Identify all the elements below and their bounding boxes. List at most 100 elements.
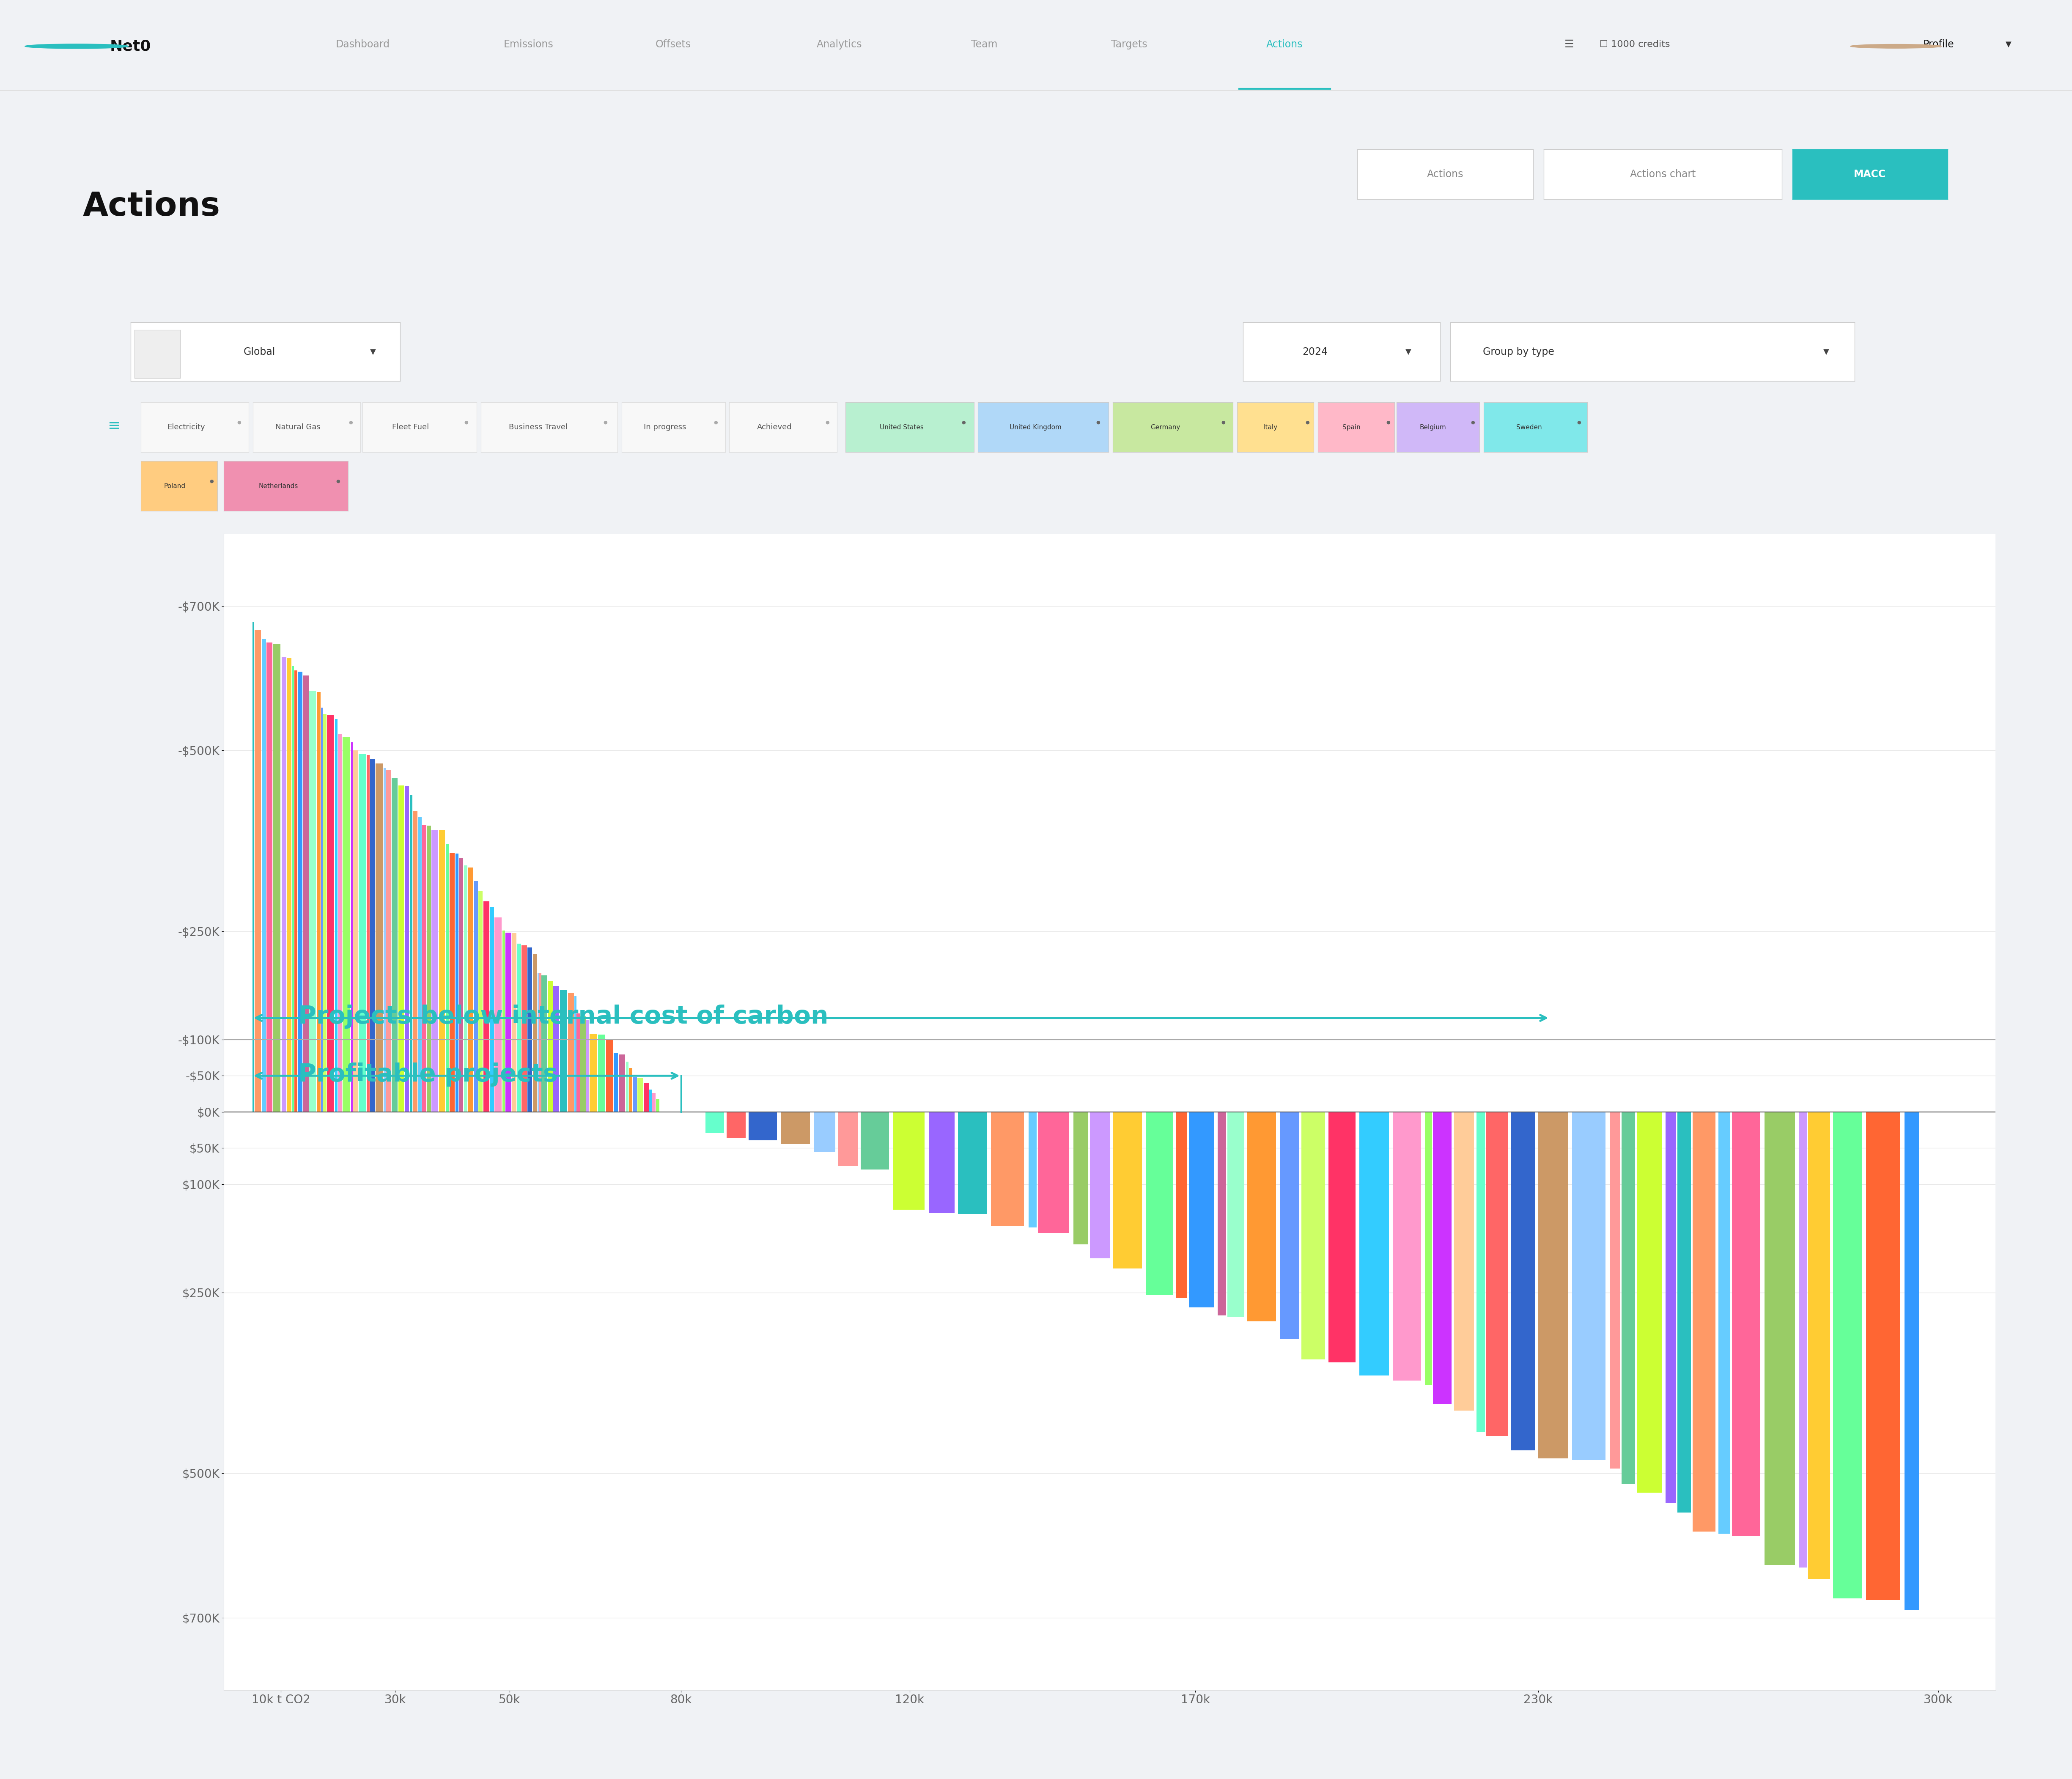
Bar <box>549 980 553 1112</box>
Bar <box>385 770 392 1112</box>
Bar <box>1678 1112 1691 1512</box>
Text: 2024: 2024 <box>1301 347 1328 358</box>
Bar <box>371 760 375 1112</box>
Bar <box>839 1112 858 1167</box>
Text: Team: Team <box>972 39 997 50</box>
Text: Targets: Targets <box>1111 39 1148 50</box>
Bar <box>1177 1112 1187 1299</box>
Bar <box>512 932 516 1112</box>
Bar <box>317 692 321 1112</box>
Bar <box>533 954 537 1112</box>
Bar <box>626 1062 628 1112</box>
Bar <box>274 644 280 1112</box>
Bar <box>1904 1112 1919 1610</box>
Bar <box>599 1035 605 1112</box>
Bar <box>294 671 298 1112</box>
Bar <box>495 918 501 1112</box>
Text: ●: ● <box>348 420 352 425</box>
Bar <box>261 639 265 1112</box>
Bar <box>1732 1112 1761 1535</box>
Bar <box>553 986 559 1112</box>
Bar <box>445 845 450 1112</box>
Bar <box>704 1112 723 1133</box>
Text: Fleet Fuel: Fleet Fuel <box>392 423 429 431</box>
Bar <box>410 795 412 1112</box>
Circle shape <box>25 44 128 48</box>
Bar <box>1434 1112 1452 1404</box>
Bar <box>1537 1112 1569 1459</box>
Text: ●: ● <box>715 420 717 425</box>
Bar <box>1113 1112 1142 1268</box>
Bar <box>1486 1112 1508 1436</box>
Bar <box>568 993 574 1112</box>
Text: ▼: ▼ <box>371 349 375 356</box>
Bar <box>468 868 472 1112</box>
Text: ≡: ≡ <box>108 418 120 432</box>
Bar <box>1455 1112 1473 1411</box>
Bar <box>1622 1112 1635 1484</box>
Text: ●: ● <box>464 420 468 425</box>
Bar <box>427 825 431 1112</box>
Bar <box>1073 1112 1088 1244</box>
Bar <box>1693 1112 1716 1532</box>
Text: Global: Global <box>244 347 276 358</box>
Text: ●: ● <box>236 420 240 425</box>
Text: Germany: Germany <box>1150 423 1181 431</box>
Bar <box>1227 1112 1245 1316</box>
Text: Analytics: Analytics <box>816 39 862 50</box>
Bar <box>1798 1112 1807 1567</box>
Bar <box>653 1092 655 1112</box>
Text: Belgium: Belgium <box>1419 423 1446 431</box>
Bar <box>522 945 526 1112</box>
Bar <box>1867 1112 1900 1601</box>
Text: ●: ● <box>1471 420 1475 425</box>
Text: ▼: ▼ <box>2006 41 2012 48</box>
Circle shape <box>1850 44 1941 48</box>
Bar <box>506 932 512 1112</box>
Bar <box>591 1034 597 1112</box>
Bar <box>727 1112 746 1139</box>
Bar <box>383 769 385 1112</box>
Bar <box>450 854 454 1112</box>
Text: ●: ● <box>961 420 966 425</box>
Bar <box>1328 1112 1355 1363</box>
Text: ☰: ☰ <box>1564 39 1575 50</box>
Text: Netherlands: Netherlands <box>259 482 298 489</box>
Bar <box>1247 1112 1276 1322</box>
Text: ☐ 1000 credits: ☐ 1000 credits <box>1600 41 1670 48</box>
Bar <box>1666 1112 1676 1503</box>
Text: Business Travel: Business Travel <box>510 423 568 431</box>
Bar <box>398 785 404 1112</box>
Text: Projects below internal cost of carbon: Projects below internal cost of carbon <box>298 1005 829 1028</box>
Text: ●: ● <box>336 479 340 484</box>
Bar <box>1610 1112 1620 1469</box>
Bar <box>928 1112 955 1213</box>
Text: Poland: Poland <box>164 482 184 489</box>
Bar <box>957 1112 986 1213</box>
Bar <box>375 763 383 1112</box>
Text: ●: ● <box>209 479 213 484</box>
Text: Net0: Net0 <box>110 39 151 53</box>
Bar <box>456 854 458 1112</box>
Bar <box>860 1112 889 1169</box>
Bar <box>460 857 464 1112</box>
Text: Actions: Actions <box>1266 39 1303 50</box>
Bar <box>352 751 358 1112</box>
Text: Electricity: Electricity <box>168 423 205 431</box>
Bar <box>657 1099 659 1112</box>
Text: Profile: Profile <box>1923 39 1954 50</box>
Bar <box>501 930 506 1112</box>
Text: Actions chart: Actions chart <box>1631 169 1695 180</box>
Text: Profitable projects: Profitable projects <box>298 1062 557 1087</box>
Bar <box>1359 1112 1388 1375</box>
Bar <box>286 658 292 1112</box>
Bar <box>1090 1112 1111 1258</box>
Bar <box>327 715 334 1112</box>
Bar <box>528 948 533 1112</box>
Bar <box>1392 1112 1421 1381</box>
Bar <box>620 1055 626 1112</box>
Bar <box>638 1078 644 1112</box>
Bar <box>1834 1112 1863 1598</box>
Bar <box>431 831 437 1112</box>
Bar <box>607 1041 613 1112</box>
